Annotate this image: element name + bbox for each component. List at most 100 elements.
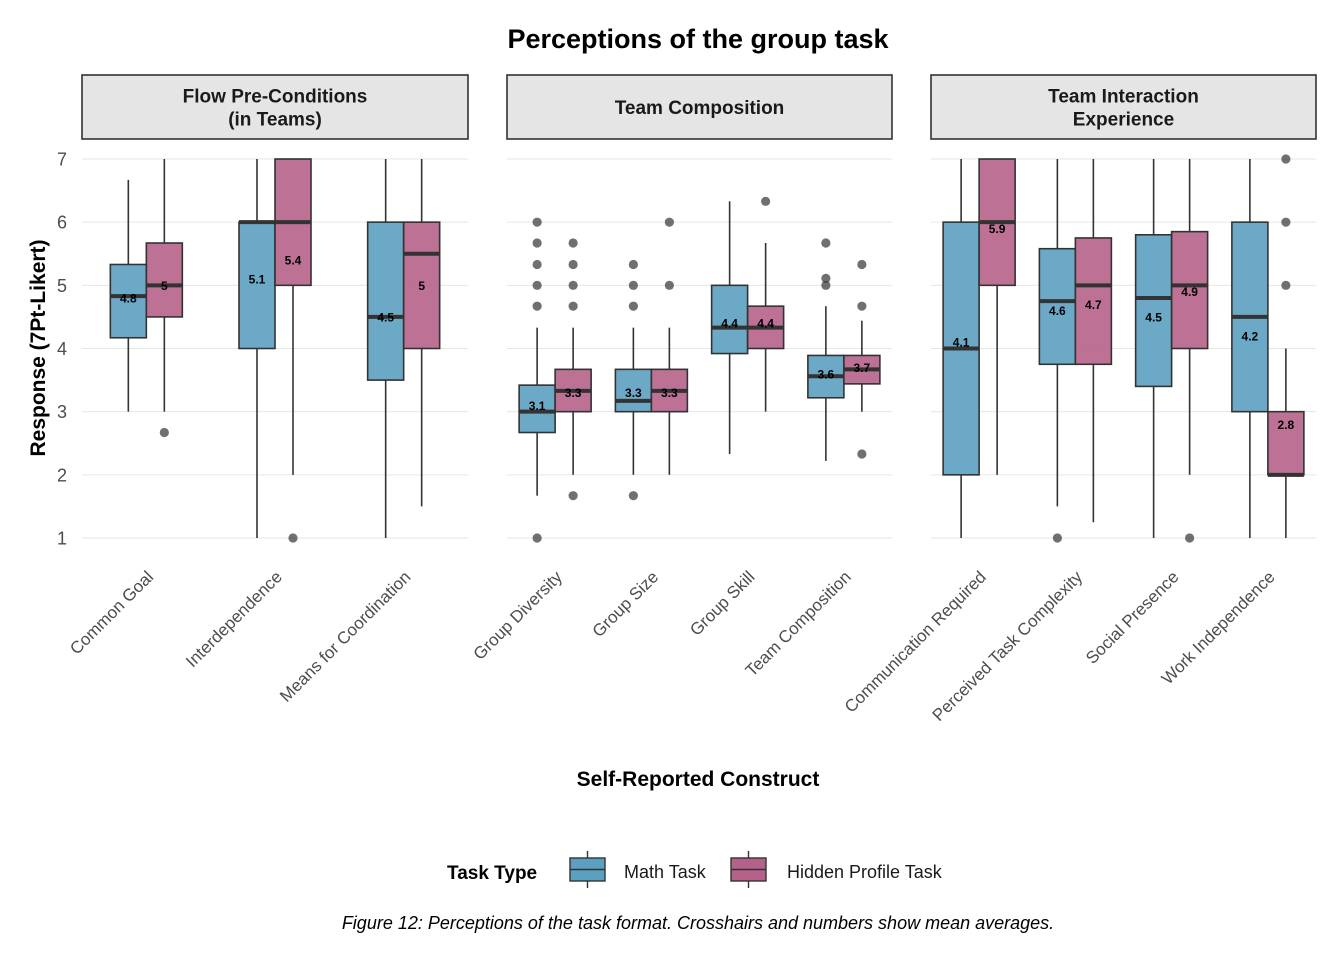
construct-group: 3.3 3.3 Group Size	[589, 217, 689, 641]
outlier-point	[568, 301, 578, 311]
x-axis-label: Self-Reported Construct	[577, 768, 820, 791]
construct-group: 4.4 4.4 Group Skill	[686, 196, 785, 640]
x-tick-label: Group Diversity	[470, 567, 567, 664]
construct-group: 3.1 3.3 Group Diversity	[470, 217, 592, 664]
mean-label: 4.4	[721, 317, 738, 331]
hidden-profile-task-box: 2.8	[1267, 154, 1305, 538]
outlier-point	[628, 280, 638, 290]
iqr-box	[109, 263, 148, 339]
outlier-point	[532, 301, 542, 311]
hidden-profile-task-box: 5.9	[978, 158, 1016, 475]
facet-strip-title: Team Interaction	[1048, 87, 1199, 108]
hidden-profile-task-box: 5.4	[274, 158, 312, 543]
legend-title: Task Type	[447, 863, 537, 884]
facet-strip	[81, 74, 469, 140]
facet-strip-title: Experience	[1073, 110, 1174, 131]
outlier-point	[628, 301, 638, 311]
y-axis: 1 2 3 4 5 6 7	[57, 150, 67, 549]
mean-label: 2.8	[1278, 418, 1295, 432]
mean-label: 5	[418, 279, 425, 293]
outlier-point	[821, 238, 831, 248]
mean-label: 4.5	[1145, 310, 1162, 324]
facet-panels: Flow Pre-Conditions(in Teams) 4.8 5 Common …	[66, 74, 1317, 725]
outlier-point	[1281, 217, 1291, 227]
outlier-point	[1185, 533, 1195, 543]
outlier-point	[568, 238, 578, 248]
math-task-box: 5.1	[238, 159, 276, 538]
construct-group: 4.5 4.9 Social Presence	[1082, 159, 1209, 668]
mean-label: 4.2	[1242, 329, 1259, 343]
outlier-point	[532, 217, 542, 227]
math-task-box: 4.4	[710, 201, 749, 454]
math-task-box: 4.5	[366, 159, 405, 538]
math-task-box: 4.8	[109, 179, 148, 412]
hidden-profile-task-box: 5	[145, 159, 184, 438]
mean-label: 3.6	[818, 367, 835, 381]
iqr-box	[710, 284, 749, 355]
outlier-point	[568, 259, 578, 270]
mean-label: 4.5	[377, 310, 394, 324]
outlier-point	[761, 196, 771, 206]
outlier-point	[568, 491, 578, 501]
mean-label: 4.6	[1049, 304, 1066, 318]
outlier-point	[821, 273, 831, 283]
hidden-profile-task-box: 5	[402, 159, 441, 507]
iqr-box	[518, 384, 556, 434]
iqr-box	[1170, 230, 1209, 350]
legend-entry-label: Hidden Profile Task	[787, 862, 943, 882]
x-tick-label: Team Composition	[742, 567, 855, 680]
construct-group: 4.8 5 Common Goal	[66, 159, 184, 658]
mean-label: 5	[161, 279, 168, 293]
outlier-point	[857, 301, 867, 311]
mean-label: 4.4	[757, 317, 774, 331]
x-tick-label: Means for Coordination	[276, 567, 414, 705]
facet-strip-title: Team Composition	[615, 98, 785, 119]
x-tick-label: Common Goal	[66, 567, 157, 658]
x-tick-label: Interdependence	[182, 567, 286, 671]
iqr-box	[1267, 410, 1305, 476]
math-task-box: 4.5	[1134, 159, 1173, 538]
outlier-point	[288, 533, 298, 543]
outlier-point	[664, 217, 674, 227]
math-task-box: 3.1	[518, 217, 556, 543]
math-task-box: 3.6	[807, 238, 845, 461]
math-task-box: 4.6	[1038, 159, 1077, 543]
outlier-point	[628, 259, 638, 270]
mean-label: 3.3	[625, 386, 642, 400]
x-tick-label: Group Skill	[686, 567, 758, 639]
math-task-box: 4.2	[1231, 159, 1269, 538]
mean-label: 4.8	[120, 291, 137, 305]
legend: Task Type Math Task Hidden Profile Task	[447, 851, 943, 888]
y-tick-label: 4	[57, 339, 67, 359]
facet-strip-title: Flow Pre-Conditions	[183, 87, 368, 108]
mean-label: 3.3	[661, 386, 678, 400]
iqr-box	[402, 221, 441, 350]
hidden-profile-task-box: 3.3	[650, 217, 689, 475]
outlier-point	[857, 449, 867, 459]
iqr-box	[1074, 237, 1113, 366]
gridlines	[507, 158, 892, 539]
outlier-point	[568, 280, 578, 290]
legend-key: Math Task	[569, 851, 707, 888]
outlier-point	[532, 238, 542, 248]
facet-strip	[930, 74, 1317, 140]
legend-key: Hidden Profile Task	[730, 851, 943, 888]
outlier-point	[532, 259, 542, 270]
hidden-profile-task-box: 3.7	[843, 259, 881, 459]
mean-label: 4.7	[1085, 298, 1102, 312]
mean-label: 5.4	[285, 254, 302, 268]
y-tick-label: 1	[57, 529, 67, 549]
outlier-point	[532, 533, 542, 543]
outlier-point	[821, 280, 831, 290]
iqr-box	[1134, 234, 1173, 388]
y-tick-label: 6	[57, 213, 67, 233]
mean-label: 3.7	[854, 361, 871, 375]
mean-label: 5.1	[249, 273, 266, 287]
outlier-point	[664, 280, 674, 290]
outlier-point	[532, 280, 542, 290]
y-tick-label: 2	[57, 465, 67, 485]
y-tick-label: 5	[57, 276, 67, 296]
